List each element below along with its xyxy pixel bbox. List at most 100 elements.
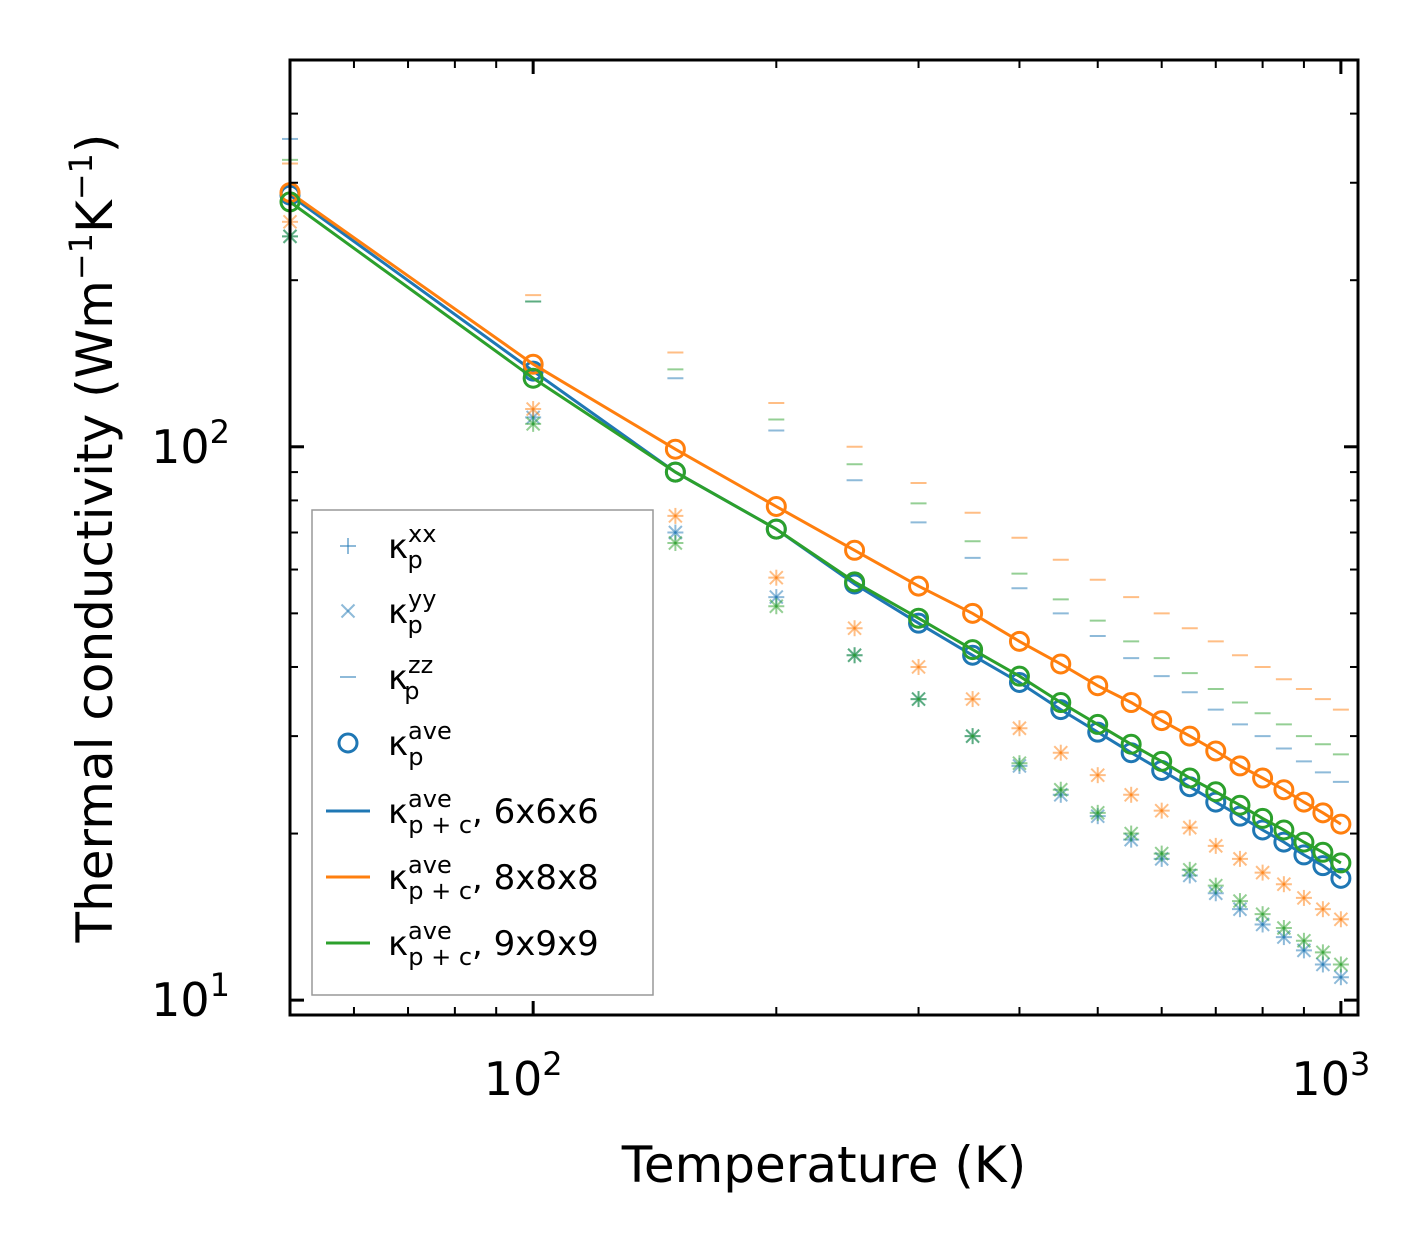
x-axis-title: Temperature (K)	[621, 1136, 1026, 1194]
kave-point	[1229, 755, 1251, 777]
legend-entry: κzz p	[340, 651, 433, 705]
kave-point	[1205, 781, 1227, 803]
kyy-point	[847, 621, 862, 636]
kave-point	[1151, 710, 1173, 732]
kyy-point	[1012, 721, 1027, 736]
x-tick-label: 102	[484, 1045, 563, 1106]
kave-point	[1008, 630, 1030, 652]
legend-label: κave p + c, 6x6x6	[388, 785, 599, 839]
kave-point	[1293, 791, 1315, 813]
axes: 102 103 101 102	[151, 58, 1370, 1106]
series-9x9x9	[279, 158, 1352, 973]
kave-point	[962, 602, 984, 624]
kave-point	[522, 367, 544, 389]
kave-point	[1087, 713, 1109, 735]
series-8x8x8	[279, 162, 1352, 928]
kyy-point	[1123, 787, 1139, 803]
kyy-point	[1315, 957, 1331, 972]
y-axis-title-main: Thermal conductivity (Wm	[66, 280, 124, 943]
kave-point	[1008, 665, 1030, 687]
kave-point	[1252, 807, 1274, 829]
legend-circle-marker	[337, 732, 359, 754]
kyy-point	[965, 728, 980, 744]
kave-point	[1252, 819, 1274, 841]
kpc-ave-line	[289, 191, 1342, 826]
legend-x-marker	[340, 603, 356, 619]
kave-point	[1050, 653, 1072, 675]
legend-entry: κave p	[337, 717, 452, 771]
legend-label: κave p + c, 9x9x9	[388, 917, 599, 971]
kave-point	[1252, 767, 1274, 789]
kave-point	[522, 353, 544, 375]
kave-point	[765, 495, 787, 517]
kave-point	[962, 639, 984, 661]
kave-point	[1179, 767, 1201, 789]
kave-point	[1330, 813, 1352, 835]
kave-point	[1293, 831, 1315, 853]
kave-point	[1087, 675, 1109, 697]
y-axis-title: Thermal conductivity (Wm−1K−1)	[62, 134, 124, 944]
plot-frame	[288, 58, 1360, 1017]
kave-point	[1330, 852, 1352, 874]
y-axis-title-close: )	[66, 134, 124, 154]
data-marks	[279, 137, 1352, 986]
legend-label: κave p + c, 8x8x8	[388, 851, 599, 905]
kyy-point	[1255, 906, 1270, 922]
kave-point	[765, 518, 787, 540]
kyy-point	[1182, 820, 1197, 835]
kyy-point	[668, 508, 683, 524]
y-axis-title-exp-2: −1	[62, 153, 100, 200]
kyy-point	[1333, 912, 1349, 927]
kyy-point	[668, 535, 683, 551]
kyy-point	[1333, 970, 1349, 985]
y-tick-label: 102	[151, 413, 230, 474]
kave-point	[1273, 779, 1295, 801]
kyy-point	[1053, 745, 1068, 760]
kyy-point	[1208, 838, 1223, 854]
legend-entry: κyy p	[340, 585, 436, 639]
kave-point	[1120, 692, 1142, 714]
kave-point	[1312, 841, 1334, 863]
kyy-point	[965, 691, 980, 707]
kyy-point	[525, 401, 541, 417]
kave-point	[1050, 699, 1072, 721]
legend-plus-marker	[340, 538, 356, 554]
kyy-point	[1296, 890, 1312, 906]
kyy-point	[1232, 893, 1248, 909]
kave-point	[844, 571, 866, 593]
kyy-point	[847, 648, 862, 663]
kyy-point	[1255, 865, 1270, 880]
legend-entry: κave p + c, 8x8x8	[326, 851, 599, 905]
kave-point	[1120, 733, 1142, 755]
kyy-point	[1053, 782, 1068, 797]
kyy-point	[911, 659, 926, 675]
y-axis-title-exp-1: −1	[62, 233, 100, 280]
kyy-point	[1182, 862, 1197, 878]
kave-point	[664, 438, 686, 460]
kyy-point	[1315, 901, 1331, 917]
kave-point	[1229, 794, 1251, 816]
kyy-point	[1296, 933, 1312, 949]
kyy-point	[1012, 756, 1027, 771]
kave-point	[1312, 802, 1334, 824]
kyy-point	[1333, 957, 1349, 972]
kyy-point	[1090, 767, 1105, 783]
y-tick-label: 101	[151, 966, 230, 1027]
kyy-point	[1255, 917, 1270, 932]
kyy-point	[1154, 803, 1169, 818]
kyy-point	[668, 525, 683, 540]
kave-point	[908, 607, 930, 629]
legend-entry: κave p + c, 6x6x6	[326, 785, 599, 839]
kyy-point	[1232, 851, 1248, 867]
kyy-point	[1315, 945, 1331, 960]
kyy-point	[1090, 805, 1105, 821]
kave-point	[1205, 740, 1227, 762]
kave-point	[844, 539, 866, 561]
kyy-point	[769, 599, 784, 614]
kave-point	[1050, 692, 1072, 714]
kyy-point	[1276, 920, 1292, 936]
kave-point	[1273, 819, 1295, 841]
legend-label: κxx p	[388, 520, 436, 574]
kave-point	[664, 461, 686, 483]
